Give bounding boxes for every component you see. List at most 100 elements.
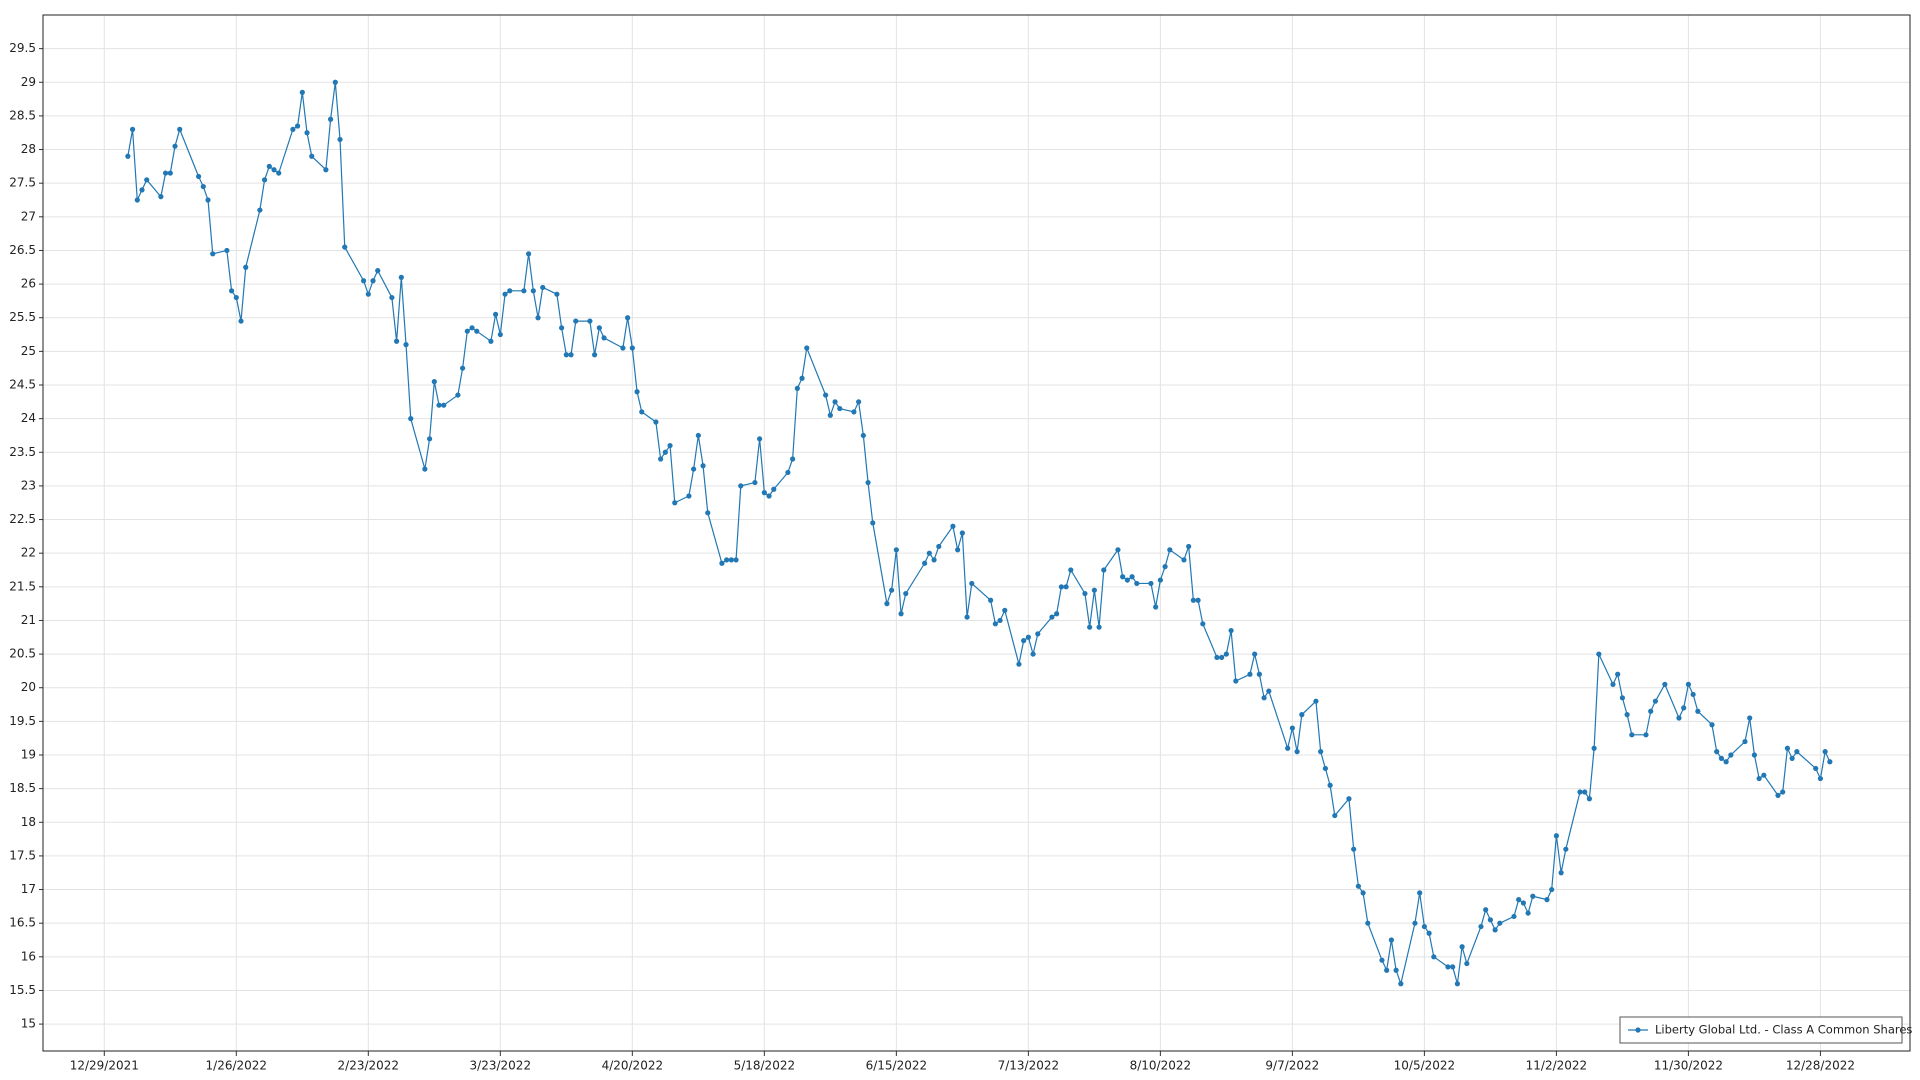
data-point xyxy=(422,466,428,472)
data-point xyxy=(1016,661,1022,667)
data-point xyxy=(502,291,508,297)
data-point xyxy=(1544,897,1550,903)
data-point xyxy=(860,432,866,439)
y-tick-label: 27 xyxy=(21,209,36,223)
data-point xyxy=(1619,695,1626,701)
data-point xyxy=(922,560,928,566)
y-tick-label: 19.5 xyxy=(9,714,36,728)
data-point xyxy=(955,547,961,553)
data-point xyxy=(634,389,640,395)
data-point xyxy=(1780,789,1786,795)
data-point xyxy=(370,278,376,284)
data-point xyxy=(144,177,150,183)
data-point xyxy=(1714,749,1720,755)
data-point xyxy=(200,183,206,190)
data-point xyxy=(1148,580,1154,587)
x-tick-label: 12/29/2021 xyxy=(70,1059,139,1073)
data-point xyxy=(601,335,607,341)
data-point xyxy=(785,469,791,476)
data-point xyxy=(1775,792,1781,798)
data-point xyxy=(1615,671,1621,677)
data-point xyxy=(1157,577,1163,583)
data-point xyxy=(724,557,730,563)
data-point xyxy=(464,328,470,334)
data-point xyxy=(1582,789,1588,795)
y-tick-label: 28.5 xyxy=(9,108,36,122)
y-tick-label: 29.5 xyxy=(9,41,36,55)
data-point xyxy=(233,294,239,301)
data-point xyxy=(1181,557,1187,563)
data-point xyxy=(436,402,442,408)
data-point xyxy=(1822,749,1828,755)
data-point xyxy=(1817,775,1824,782)
data-point xyxy=(554,291,560,297)
data-point xyxy=(884,601,890,607)
data-point xyxy=(1384,967,1390,973)
data-point xyxy=(1398,981,1404,987)
data-point xyxy=(1563,846,1569,852)
data-point xyxy=(658,456,664,462)
data-point xyxy=(327,116,334,122)
data-point xyxy=(1445,964,1451,970)
data-point xyxy=(1002,607,1008,613)
data-point xyxy=(125,153,131,159)
data-point xyxy=(1365,920,1371,926)
data-point xyxy=(1313,698,1319,704)
data-point xyxy=(832,399,838,405)
x-tick-label: 3/23/2022 xyxy=(470,1059,532,1073)
data-point xyxy=(596,325,602,331)
data-point xyxy=(870,520,876,526)
data-point xyxy=(309,153,315,159)
data-point xyxy=(653,419,659,425)
x-tick-label: 2/23/2022 xyxy=(338,1059,400,1073)
y-tick-label: 25 xyxy=(21,344,36,358)
y-tick-label: 20.5 xyxy=(9,647,36,661)
data-point xyxy=(1511,913,1517,920)
y-tick-label: 16 xyxy=(21,949,36,963)
data-point xyxy=(1252,651,1258,657)
data-point xyxy=(1153,604,1159,610)
data-point xyxy=(535,315,541,321)
y-tick-label: 24.5 xyxy=(9,378,36,392)
data-point xyxy=(1120,574,1126,580)
data-point xyxy=(719,560,725,566)
data-point xyxy=(158,194,164,200)
data-point xyxy=(969,580,975,587)
data-point xyxy=(360,278,367,284)
data-point xyxy=(959,530,965,536)
data-point xyxy=(695,432,701,439)
data-point xyxy=(323,167,329,173)
data-point xyxy=(507,288,513,294)
data-point xyxy=(573,318,579,324)
data-point xyxy=(1299,712,1305,718)
data-point xyxy=(893,547,899,553)
data-point xyxy=(1761,772,1767,778)
data-point xyxy=(1266,688,1272,694)
data-point xyxy=(205,197,211,203)
plot-frame xyxy=(42,14,1911,1052)
data-point xyxy=(1747,715,1753,721)
data-point xyxy=(224,247,230,254)
data-point xyxy=(1285,745,1291,751)
y-tick-label: 17.5 xyxy=(9,848,36,862)
data-point xyxy=(950,523,956,529)
y-tick-label: 18.5 xyxy=(9,781,36,795)
data-point xyxy=(266,163,272,169)
data-point xyxy=(469,325,475,331)
data-point xyxy=(662,449,668,455)
x-tick-label: 8/10/2022 xyxy=(1130,1059,1192,1073)
x-tick-label: 11/2/2022 xyxy=(1526,1059,1588,1073)
data-point xyxy=(931,557,937,563)
y-tick-label: 15 xyxy=(21,1017,36,1031)
data-point xyxy=(1426,930,1432,936)
x-tick-label: 12/28/2022 xyxy=(1786,1059,1855,1073)
data-point xyxy=(129,126,136,132)
data-point xyxy=(1223,651,1229,657)
data-point xyxy=(177,126,183,132)
data-point xyxy=(1728,752,1734,758)
data-point xyxy=(1487,917,1493,923)
data-point xyxy=(398,274,404,280)
data-point xyxy=(261,177,268,183)
data-point xyxy=(243,264,249,270)
data-point xyxy=(427,436,433,442)
